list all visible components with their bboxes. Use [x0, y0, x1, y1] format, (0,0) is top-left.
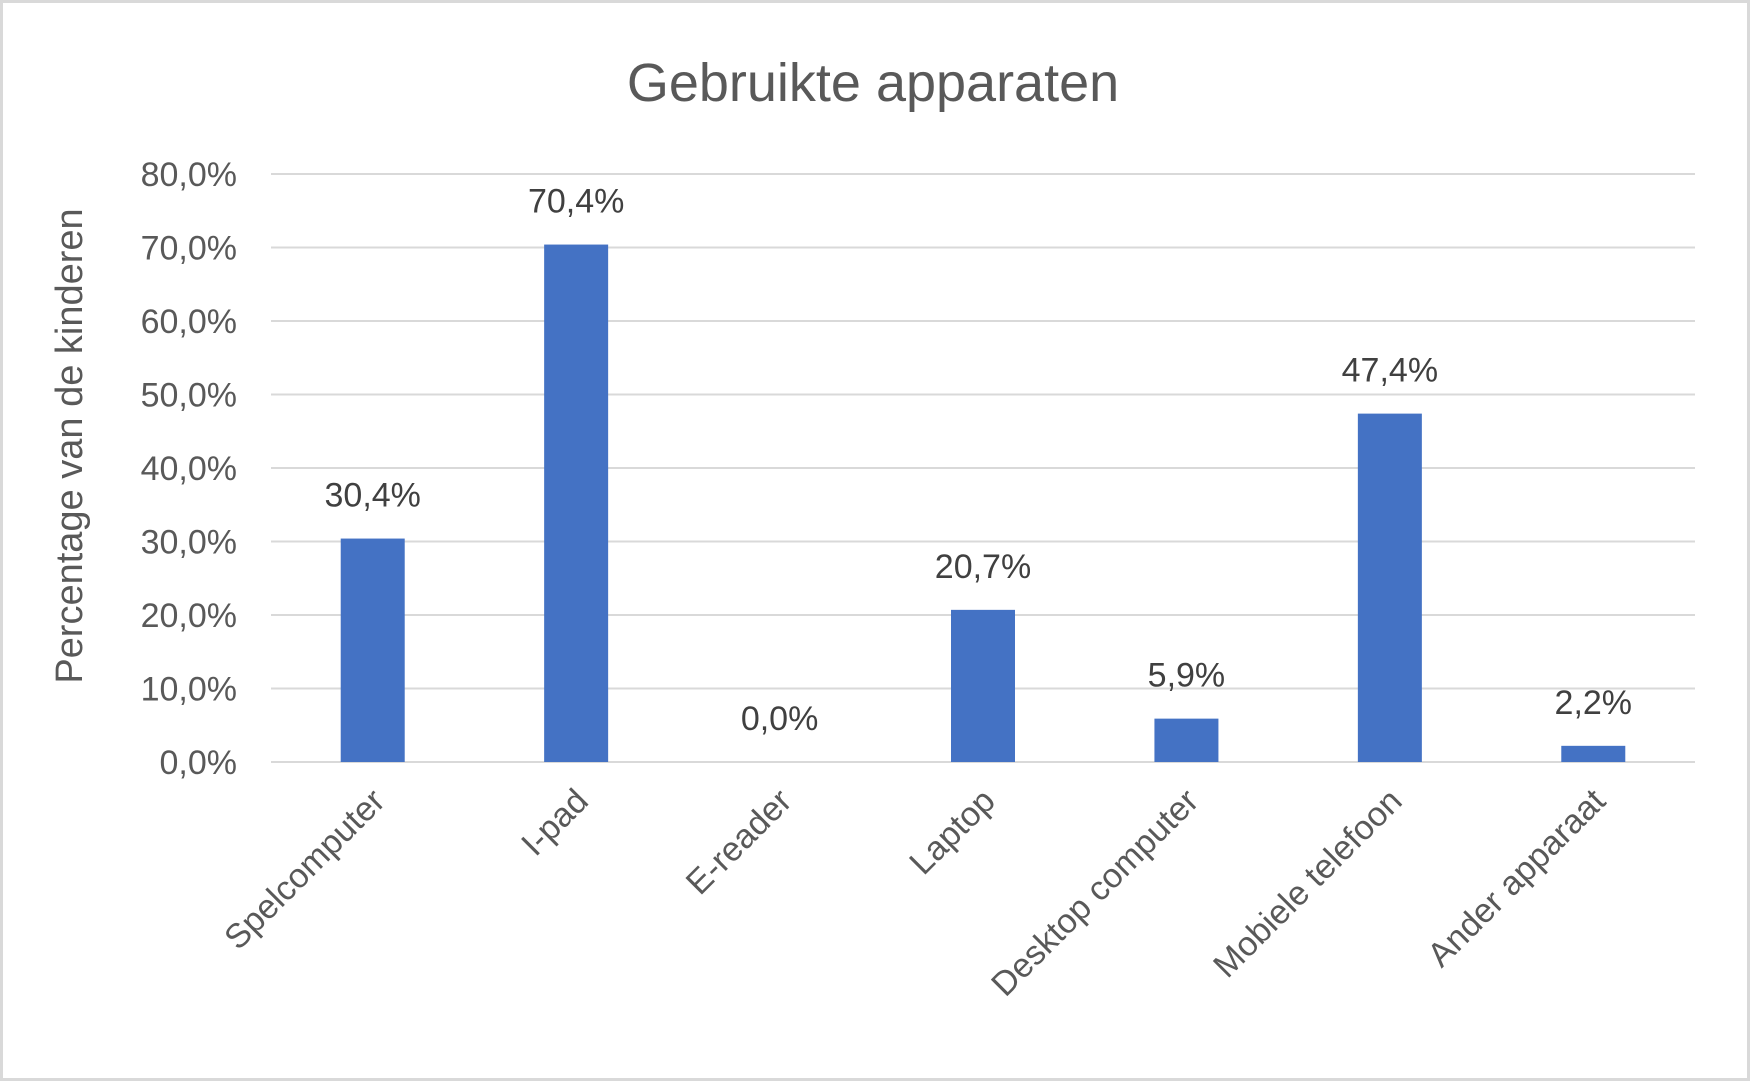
y-axis-label: Percentage van de kinderen: [49, 208, 91, 683]
bar-chart: Gebruikte apparaten Percentage van de ki…: [49, 53, 1695, 1004]
y-tick-label: 50,0%: [141, 377, 237, 415]
bar: [340, 538, 405, 762]
x-tick-label: Mobiele telefoon: [1206, 782, 1409, 985]
data-label: 0,0%: [741, 700, 819, 738]
data-labels: 30,4% 70,4% 0,0% 20,7% 5,9% 47,4% 2,2%: [325, 183, 1633, 738]
bar: [951, 609, 1015, 762]
gridlines: [271, 173, 1695, 763]
y-tick-label: 10,0%: [141, 671, 237, 709]
y-tick-label: 80,0%: [141, 156, 237, 194]
data-label: 47,4%: [1342, 352, 1438, 390]
bar: [1357, 413, 1422, 762]
bar: [1154, 718, 1219, 762]
y-axis-label-group: Percentage van de kinderen: [49, 208, 91, 683]
bar: [544, 244, 609, 762]
x-tick-label: Spelcomputer: [217, 782, 392, 957]
chart-title: Gebruikte apparaten: [627, 53, 1119, 113]
data-label: 2,2%: [1555, 684, 1633, 722]
y-tick-label: 30,0%: [141, 524, 237, 562]
x-tick-label: Desktop computer: [984, 782, 1206, 1004]
y-axis-ticks: 0,0% 10,0% 20,0% 30,0% 40,0% 50,0% 60,0% 70,0% 8…: [141, 156, 237, 782]
y-tick-label: 0,0%: [160, 744, 238, 782]
y-tick-label: 60,0%: [141, 303, 237, 341]
bar: [1561, 745, 1626, 762]
data-label: 30,4%: [325, 477, 421, 515]
data-label: 5,9%: [1148, 657, 1226, 695]
data-label: 20,7%: [935, 548, 1031, 586]
y-tick-label: 40,0%: [141, 450, 237, 488]
x-tick-label: Ander apparaat: [1420, 781, 1613, 974]
x-tick-label: Laptop: [902, 782, 1002, 882]
bars: [340, 244, 1626, 762]
data-label: 70,4%: [528, 183, 624, 221]
y-tick-label: 20,0%: [141, 597, 237, 635]
x-tick-label: I-pad: [514, 782, 596, 864]
x-tick-label: E-reader: [679, 782, 799, 902]
y-tick-label: 70,0%: [141, 230, 237, 268]
